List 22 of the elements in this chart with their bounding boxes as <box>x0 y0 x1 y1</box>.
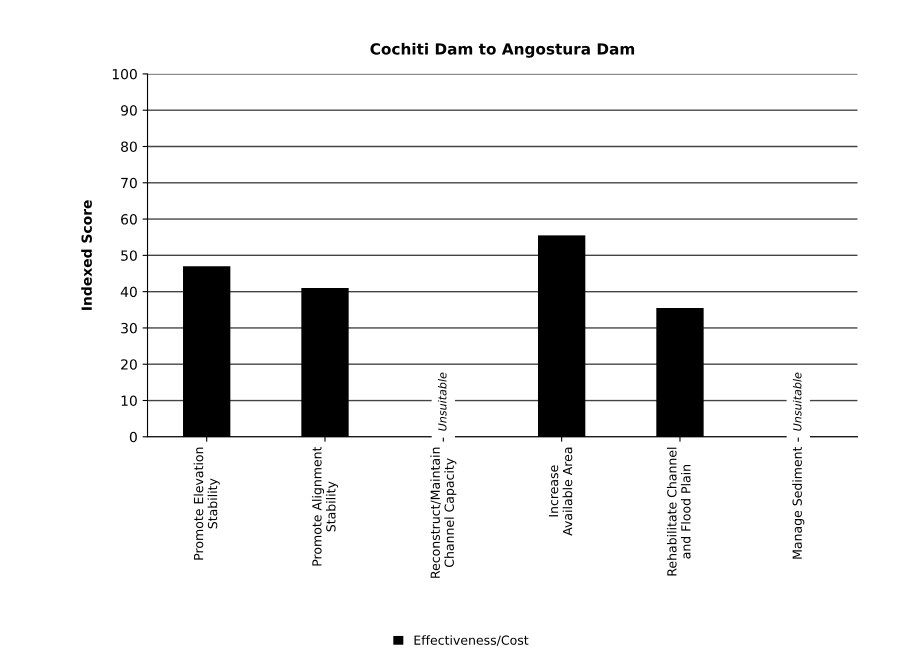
y-tick-label: 100 <box>112 68 137 80</box>
x-tick-label: Rehabilitate Channel and Flood Plain <box>666 448 691 576</box>
x-tick-label: Promote Alignment Stability <box>312 446 338 566</box>
legend-label: Effectiveness/Cost <box>414 635 528 646</box>
y-tick-label: 90 <box>121 105 137 116</box>
annotation: Unsuitable <box>438 372 447 431</box>
y-tick-label: 40 <box>120 286 137 298</box>
y-tick-label: 20 <box>121 359 137 370</box>
chart-title: Cochiti Dam to Angostura Dam <box>370 42 634 58</box>
y-tick-label: 80 <box>121 141 137 152</box>
x-tick-label: Promote Elevation Stability <box>194 448 220 560</box>
y-tick-label: 30 <box>121 322 137 334</box>
y-tick-label: 0 <box>130 432 137 442</box>
y-tick-label: 10 <box>122 395 137 406</box>
y-tick-label: 50 <box>121 250 137 261</box>
x-tick-label: Increase Available Area <box>548 448 572 536</box>
x-tick-label: Reconstruct/Maintain Channel Capacity <box>430 448 456 578</box>
x-tick-label: Manage Sediment <box>792 446 804 559</box>
y-tick-label: 70 <box>121 178 137 188</box>
y-axis-title: Indexed Score <box>81 200 92 310</box>
y-tick-label: 60 <box>121 214 137 225</box>
annotation: Unsuitable <box>792 372 802 431</box>
